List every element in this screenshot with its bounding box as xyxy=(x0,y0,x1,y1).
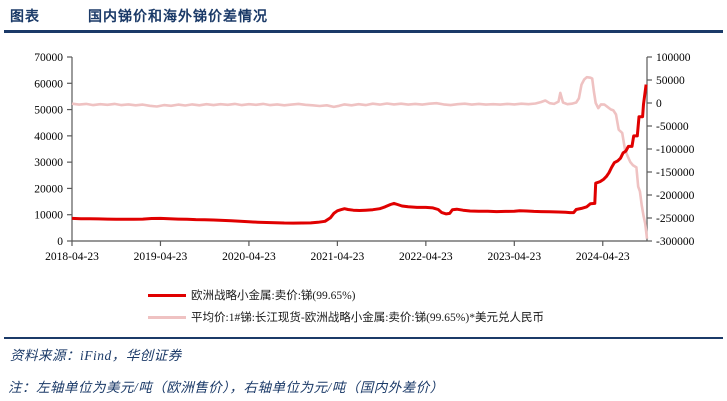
right-axis-tick-label: -100000 xyxy=(656,144,695,156)
left-axis-tick-label: 30000 xyxy=(34,157,63,169)
right-axis-tick-label: -150000 xyxy=(656,167,695,179)
domestic-overseas-price-diff-line xyxy=(71,75,649,239)
axis-unit-note: 注：左轴单位为美元/吨（欧洲售价），右轴单位为元/吨（国内外差价） xyxy=(8,380,444,395)
right-axis-tick-label: 0 xyxy=(656,98,662,110)
left-axis-tick-label: 10000 xyxy=(34,210,63,222)
footer-divider xyxy=(4,337,723,339)
x-axis-tick-label: 2019-04-23 xyxy=(134,251,188,263)
antimony-price-chart: 0 10000 20000 30000 40000 50000 60000 70000 -300… xyxy=(34,52,695,263)
right-axis-tick-label: -50000 xyxy=(656,121,689,133)
left-axis-tick-label: 0 xyxy=(57,236,63,248)
x-axis-tick-label: 2021-04-23 xyxy=(311,251,365,263)
legend-label: 欧洲战略小金属:卖价:锑(99.65%) xyxy=(191,290,356,302)
figure-label: 图表 xyxy=(10,10,40,25)
left-axis-tick-label: 50000 xyxy=(34,105,63,117)
europe-antimony-price-line xyxy=(71,84,648,225)
figure-title: 国内锑价和海外锑价差情况 xyxy=(88,10,268,25)
right-axis-tick-label: 100000 xyxy=(656,52,691,64)
right-axis-tick-label: -300000 xyxy=(656,236,695,248)
right-axis-tick-label: -200000 xyxy=(656,190,695,202)
left-axis-tick-label: 70000 xyxy=(34,52,63,64)
left-axis-tick-label: 60000 xyxy=(34,78,63,90)
right-axis-tick-label: 50000 xyxy=(656,75,685,87)
legend-item-europe-price: 欧洲战略小金属:卖价:锑(99.65%) xyxy=(148,284,544,306)
left-axis-tick-label: 20000 xyxy=(34,183,63,195)
x-axis-tick-label: 2020-04-23 xyxy=(222,251,276,263)
x-axis-tick-label: 2024-04-23 xyxy=(576,251,630,263)
source-note: 资料来源：iFind，华创证券 xyxy=(10,348,182,363)
x-axis-tick-label: 2018-04-23 xyxy=(45,251,99,263)
legend-label: 平均价:1#锑:长江现货-欧洲战略小金属:卖价:锑(99.65%)*美元兑人民币 xyxy=(191,312,544,324)
header-divider xyxy=(4,30,723,33)
legend-pink-line-swatch xyxy=(148,315,186,319)
x-axis-tick-label: 2022-04-23 xyxy=(399,251,453,263)
legend-item-price-diff: 平均价:1#锑:长江现货-欧洲战略小金属:卖价:锑(99.65%)*美元兑人民币 xyxy=(148,306,544,328)
legend-red-line-swatch xyxy=(148,293,186,297)
right-axis-tick-label: -250000 xyxy=(656,213,695,225)
chart-legend: 欧洲战略小金属:卖价:锑(99.65%) 平均价:1#锑:长江现货-欧洲战略小金… xyxy=(148,284,544,328)
left-axis-tick-label: 40000 xyxy=(34,131,63,143)
x-axis-tick-label: 2023-04-23 xyxy=(487,251,541,263)
